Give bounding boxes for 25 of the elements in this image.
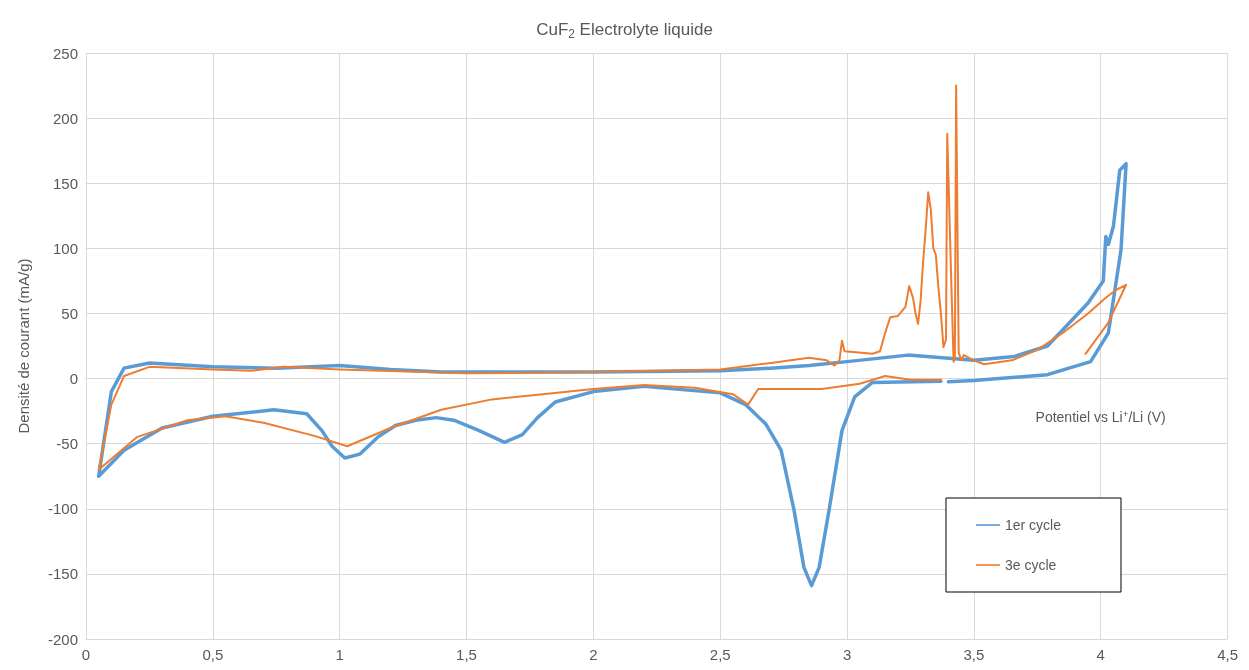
y-tick-label: -50 <box>56 435 78 453</box>
y-tick-label: 50 <box>61 304 78 322</box>
x-tick-label: 3 <box>842 646 852 663</box>
x-tick-label: 1,5 <box>456 646 477 663</box>
legend-label: 3e cycle <box>1004 557 1057 573</box>
y-tick-label: 150 <box>52 174 78 192</box>
x-tick-label: 0 <box>81 646 91 663</box>
x-tick-label: 1 <box>335 646 344 663</box>
y-tick-label: -150 <box>47 565 78 583</box>
x-axis-title: Potentiel vs Li+/Li (V) <box>1035 408 1166 426</box>
legend-label: 1er cycle <box>1004 517 1062 533</box>
x-tick-label: 4,5 <box>1217 646 1238 663</box>
x-tick-label: 4 <box>1096 646 1105 663</box>
y-tick-label: 100 <box>52 239 78 257</box>
x-tick-label: 2,5 <box>709 646 731 663</box>
y-tick-label: 0 <box>69 370 78 388</box>
y-tick-label: -100 <box>47 500 78 518</box>
x-tick-label: 0,5 <box>202 646 224 663</box>
y-tick-label: -200 <box>47 630 78 648</box>
x-tick-label: 2 <box>589 646 598 663</box>
y-axis-title: Densité de courant (mA/g) <box>15 258 32 434</box>
line-series <box>97 84 1128 471</box>
x-tick-label: 3,5 <box>963 646 985 663</box>
y-tick-label: 250 <box>52 44 78 62</box>
y-tick-label: 200 <box>52 109 78 127</box>
